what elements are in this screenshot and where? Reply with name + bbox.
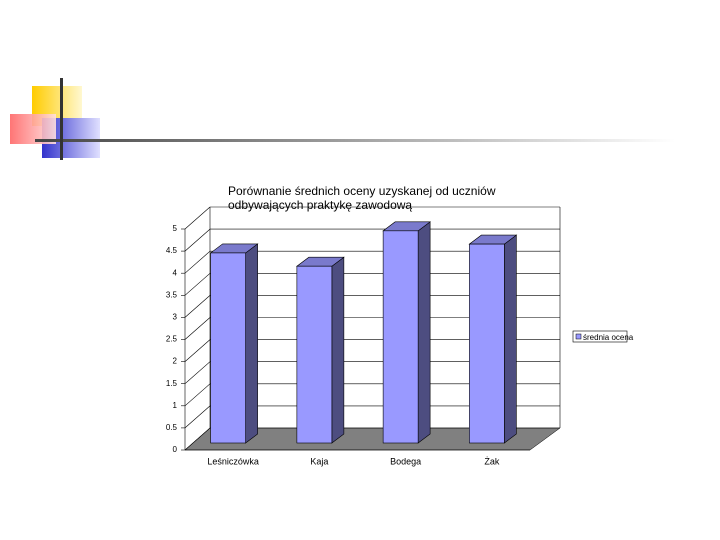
legend-box <box>572 330 628 343</box>
y-tick-label: 5 <box>173 224 178 233</box>
x-tick-label: Żak <box>484 456 500 466</box>
x-tick-label: Kaja <box>310 456 328 466</box>
grid-line <box>184 339 211 362</box>
y-tick-label: 1.5 <box>166 379 178 388</box>
bar <box>382 230 419 444</box>
grid-line <box>184 405 211 429</box>
grid-line <box>184 206 211 230</box>
y-tick-label: 0.5 <box>166 423 178 432</box>
grid-line <box>184 361 211 384</box>
legend-swatch <box>575 333 582 340</box>
y-tick-label: 4 <box>173 268 178 277</box>
grid-line <box>184 427 211 451</box>
grid-line <box>184 250 211 274</box>
grid-line <box>184 383 211 407</box>
grid-line <box>184 228 211 252</box>
bar-side <box>245 243 258 444</box>
x-tick-label: Leśniczówka <box>207 456 259 466</box>
chart-title: Porównanie średnich oceny uzyskanej od u… <box>228 184 496 212</box>
legend-label: średnia ocena <box>583 333 634 342</box>
y-tick-label: 2 <box>173 357 178 366</box>
y-tick-label: 3.5 <box>166 290 178 299</box>
y-tick-label: 2.5 <box>166 335 178 344</box>
grid-line <box>184 273 211 296</box>
bar <box>469 243 505 444</box>
grid-line <box>184 295 211 318</box>
y-tick-label: 3 <box>173 313 178 322</box>
y-tick-label: 1 <box>173 401 178 410</box>
bar <box>210 252 246 444</box>
bar <box>296 265 333 444</box>
bar-side <box>417 221 431 444</box>
bar-side <box>504 234 517 444</box>
x-tick-label: Bodega <box>390 456 421 466</box>
bar-side <box>331 256 345 444</box>
grid-line <box>184 317 211 340</box>
decoration <box>10 78 675 160</box>
y-tick-label: 0 <box>173 445 178 454</box>
y-tick-label: 4.5 <box>166 246 178 255</box>
